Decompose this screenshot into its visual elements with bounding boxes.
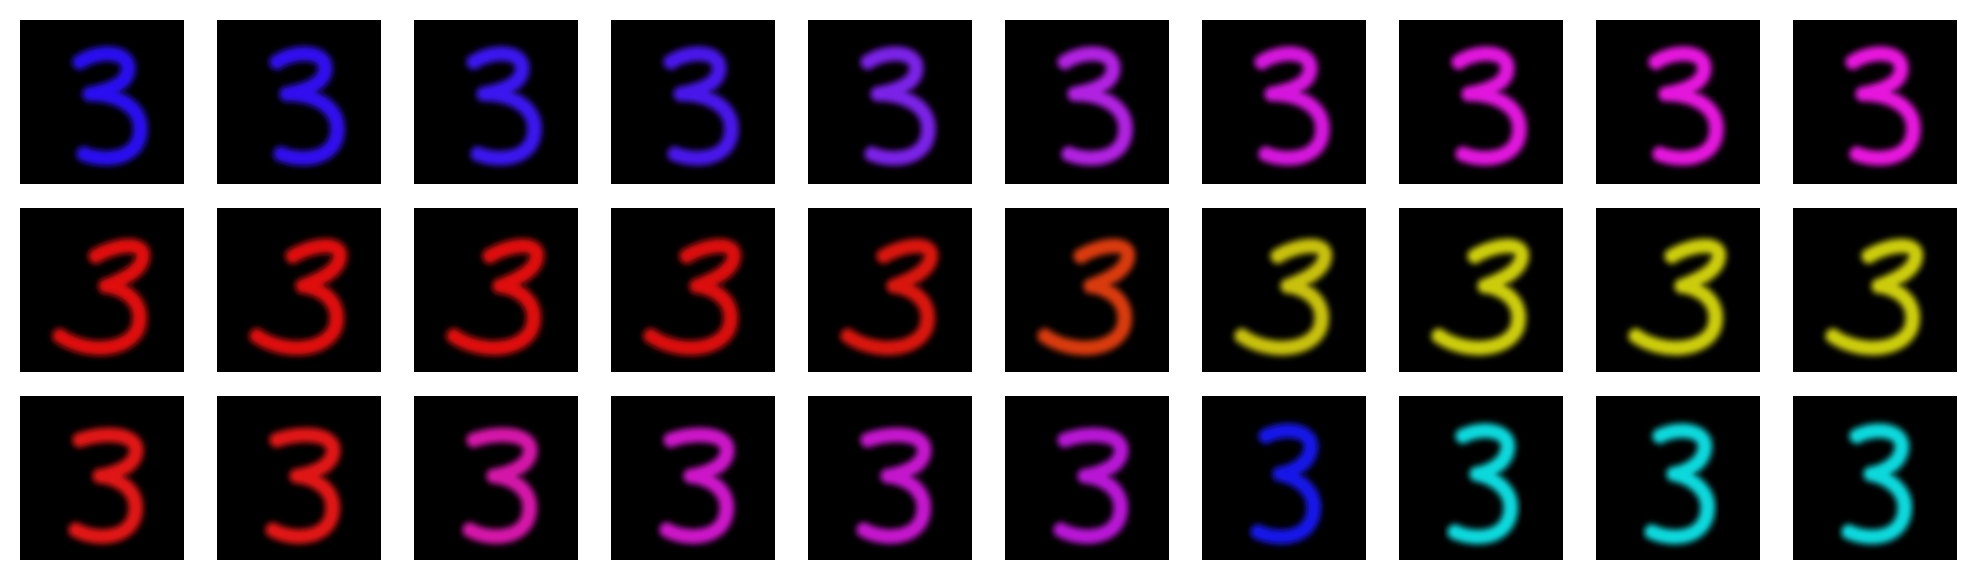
digit-image-tile <box>217 208 381 372</box>
digit-image-tile <box>1005 396 1169 560</box>
digit-glyph <box>444 236 547 358</box>
digit-image-tile <box>611 20 775 184</box>
digit-image-tile <box>1793 208 1957 372</box>
digit-glyph <box>263 425 343 547</box>
digit-image-tile <box>611 396 775 560</box>
digit-image-tile <box>20 396 184 560</box>
digit-image-tile <box>1005 20 1169 184</box>
digit-image-tile <box>808 208 972 372</box>
digit-glyph <box>1232 236 1335 358</box>
digit-glyph <box>1642 420 1718 547</box>
digit-glyph <box>66 425 146 547</box>
digit-glyph <box>661 43 742 169</box>
digit-glyph <box>1035 236 1138 358</box>
digit-glyph <box>1055 43 1136 169</box>
digit-image-tile <box>808 396 972 560</box>
digit-glyph <box>1449 43 1530 169</box>
digit-image-tile <box>1793 396 1957 560</box>
digit-glyph <box>70 43 151 169</box>
digit-glyph <box>858 43 939 169</box>
digit-image-tile <box>217 20 381 184</box>
digit-image-tile <box>808 20 972 184</box>
digit-glyph <box>1839 420 1915 547</box>
digit-glyph <box>1051 425 1131 547</box>
digit-image-tile <box>414 20 578 184</box>
digit-image-tile <box>1596 20 1760 184</box>
digit-image-tile <box>1202 208 1366 372</box>
digit-image-tile <box>1793 20 1957 184</box>
digit-glyph <box>1646 43 1727 169</box>
digit-glyph <box>1445 420 1521 547</box>
digit-glyph <box>854 425 934 547</box>
digit-glyph <box>464 43 545 169</box>
digit-glyph <box>267 43 348 169</box>
digit-glyph <box>1248 420 1324 547</box>
digit-image-tile <box>414 208 578 372</box>
digit-glyph <box>657 425 737 547</box>
digit-image-tile <box>1005 208 1169 372</box>
digit-image-tile <box>1399 208 1563 372</box>
digit-glyph <box>1843 43 1924 169</box>
digit-image-tile <box>414 396 578 560</box>
digit-image-tile <box>611 208 775 372</box>
digit-glyph <box>50 236 153 358</box>
digit-image-tile <box>1399 396 1563 560</box>
digit-glyph <box>838 236 941 358</box>
digit-image-tile <box>20 208 184 372</box>
digit-glyph <box>641 236 744 358</box>
digit-image-tile <box>1596 396 1760 560</box>
digit-glyph <box>460 425 540 547</box>
digit-glyph <box>247 236 350 358</box>
digit-image-tile <box>217 396 381 560</box>
digit-image-tile <box>1596 208 1760 372</box>
digit-glyph <box>1626 236 1729 358</box>
digit-image-tile <box>1202 20 1366 184</box>
digit-glyph <box>1823 236 1926 358</box>
digit-glyph <box>1429 236 1532 358</box>
digit-image-tile <box>1202 396 1366 560</box>
digit-image-tile <box>1399 20 1563 184</box>
digit-glyph <box>1252 43 1333 169</box>
digit-image-tile <box>20 20 184 184</box>
